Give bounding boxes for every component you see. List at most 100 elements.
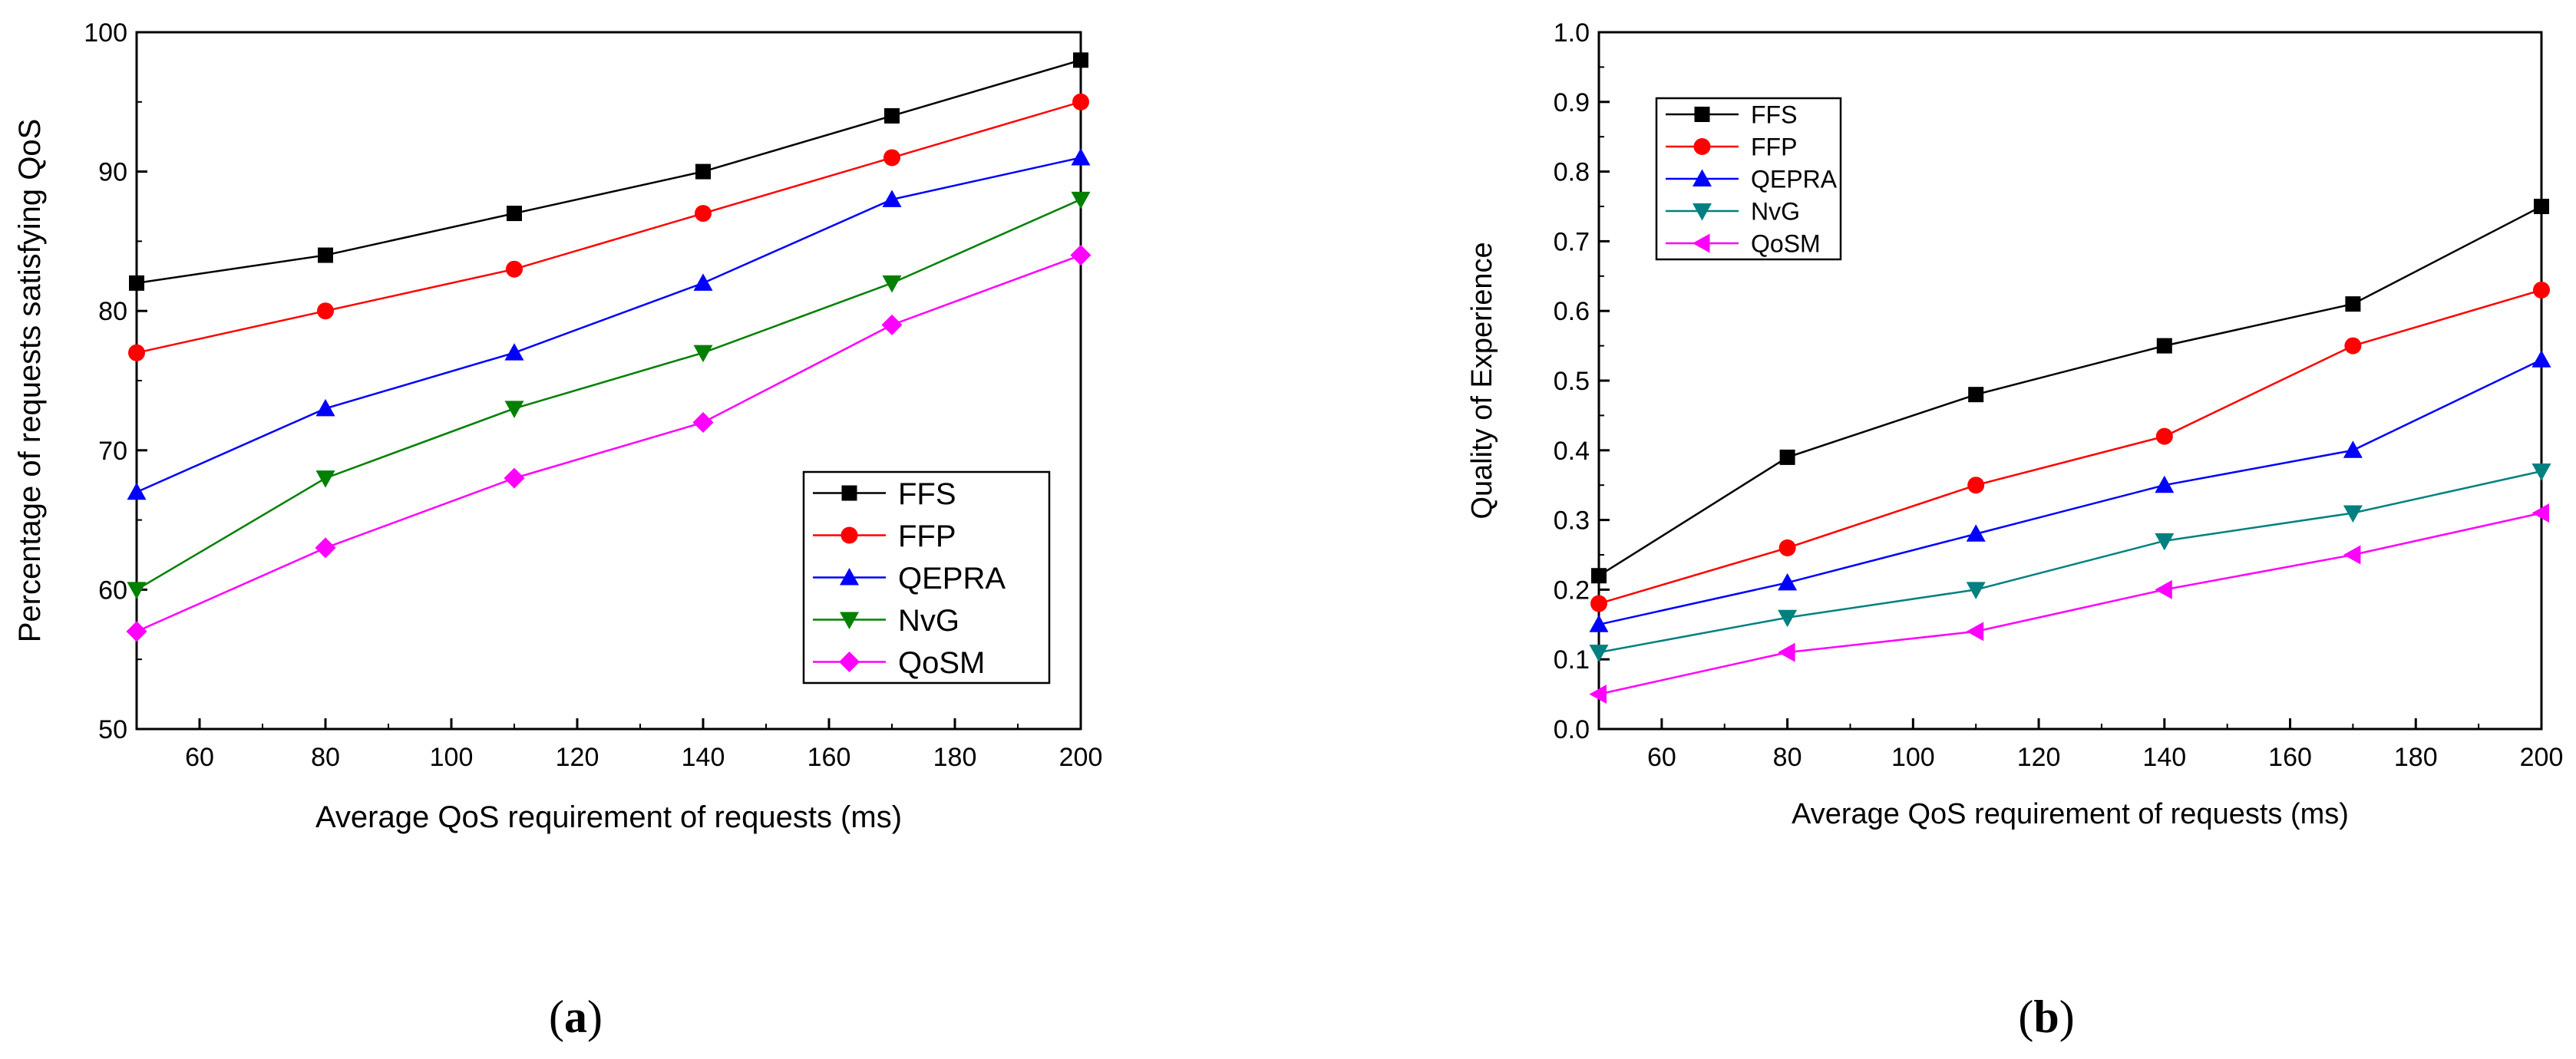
chart-a-series-qepra xyxy=(127,147,1091,500)
chart-b-data-point-qepra xyxy=(1966,524,1986,542)
chart-b-legend-label-qepra: QEPRA xyxy=(1751,166,1838,193)
chart-a-series-line-nvg xyxy=(136,198,1082,591)
chart-b-series-nvg xyxy=(1589,464,2551,662)
chart-a-data-point-ffs xyxy=(1073,52,1088,68)
chart-a-data-point-qepra xyxy=(315,398,335,417)
chart-a-legend-marker-nvg xyxy=(840,612,859,629)
chart-b-y-axis-label: Quality of Experience xyxy=(1466,242,1498,519)
chart-a-data-point-ffp xyxy=(506,260,523,278)
chart-b-y-axis: 0.0 0.1 0.2 0.3 0.4 0.5 0.6 0.7 0.8 0.9 1.0 xyxy=(1554,18,1610,744)
chart-a-series-ffs xyxy=(129,52,1088,291)
chart-a-series-line-ffs xyxy=(136,59,1082,285)
chart-a-legend-label-nvg: NvG xyxy=(898,604,959,638)
chart-a-x-tick-label: 160 xyxy=(807,743,851,772)
chart-b-series-line-qosm xyxy=(1598,512,2542,695)
chart-a-x-tick-label: 180 xyxy=(933,743,977,772)
chart-b-svg: 60 80 100 120 140 160 180 200 0.0 0.1 0.2 0.3 0.4 0.5… xyxy=(1466,18,2564,1042)
chart-b-y-tick-label: 0.6 xyxy=(1554,297,1590,326)
chart-b-legend: FFS FFP QEPRA NvG QoSM xyxy=(1655,97,1842,261)
chart-b-x-tick-label: 80 xyxy=(1773,743,1802,772)
chart-b-y-tick-label: 0.8 xyxy=(1554,158,1590,187)
chart-b-data-point-ffp xyxy=(2155,427,2173,445)
chart-b-series-qosm xyxy=(1589,503,2549,704)
chart-a-data-point-nvg xyxy=(315,470,335,488)
chart-a-legend-label-qepra: QEPRA xyxy=(898,562,1006,595)
chart-a-data-point-nvg xyxy=(504,401,524,418)
chart-b-y-tick-label: 0.2 xyxy=(1554,576,1590,605)
chart-a-data-point-qosm xyxy=(126,621,147,642)
chart-b-y-tick-label: 0.5 xyxy=(1554,367,1590,396)
chart-b-series-line-nvg xyxy=(1598,470,2542,654)
chart-b-series-line-ffp xyxy=(1598,289,2542,605)
chart-a-data-point-ffp xyxy=(1072,93,1089,111)
chart-b-data-point-ffs xyxy=(2156,338,2172,354)
chart-b-series-ffs xyxy=(1591,199,2549,584)
chart-a-data-point-qepra xyxy=(882,190,902,207)
chart-a-series-line-qepra xyxy=(136,157,1082,493)
chart-a-y-tick-label: 60 xyxy=(98,576,127,605)
chart-a-data-point-qepra xyxy=(1071,147,1091,166)
chart-a-data-point-nvg xyxy=(127,582,147,599)
chart-b-x-axis-label: Average QoS requirement of requests (ms) xyxy=(1792,798,2349,830)
chart-b-legend-label-ffp: FFP xyxy=(1751,134,1797,161)
chart-a-legend-marker-ffp xyxy=(841,526,858,544)
chart-a-legend-marker-qepra xyxy=(840,568,859,586)
chart-b-data-point-qepra xyxy=(1589,615,1609,632)
chart-b-data-point-qosm xyxy=(2531,503,2549,523)
chart-a-data-point-ffs xyxy=(129,275,144,291)
chart-a-y-tick-label: 50 xyxy=(98,715,127,744)
chart-b-data-point-qosm xyxy=(1589,685,1607,704)
chart-b-data-point-ffp xyxy=(2533,281,2550,299)
chart-a-data-point-ffs xyxy=(695,163,711,180)
chart-b-y-tick-label: 0.0 xyxy=(1554,715,1590,744)
chart-b-data-point-nvg xyxy=(2155,533,2175,551)
chart-a-series-qosm xyxy=(126,245,1091,642)
chart-a-data-point-qepra xyxy=(693,273,713,291)
chart-b-y-tick-label: 0.3 xyxy=(1554,506,1590,536)
chart-a-series-ffp xyxy=(128,93,1089,361)
chart-b-series-line-qepra xyxy=(1598,358,2542,626)
chart-b-x-tick-label: 180 xyxy=(2394,743,2438,772)
chart-b-legend-label-qosm: QoSM xyxy=(1751,230,1821,258)
chart-b-data-point-nvg xyxy=(1778,609,1798,628)
chart-b-x-axis: 60 80 100 120 140 160 180 200 xyxy=(1598,718,2564,772)
chart-b-legend-marker-qepra xyxy=(1693,169,1712,186)
chart-b-x-tick-label: 160 xyxy=(2268,743,2312,772)
chart-a-series-nvg xyxy=(127,191,1091,599)
chart-a-data-point-qosm xyxy=(504,467,525,489)
chart-b-y-tick-label: 0.9 xyxy=(1554,88,1590,117)
chart-a-y-axis-label: Percentage of requests satisfying QoS xyxy=(13,119,47,643)
chart-a-series-line-ffp xyxy=(136,101,1082,354)
chart-a-y-tick-label: 80 xyxy=(98,297,127,326)
chart-b-x-tick-label: 140 xyxy=(2142,743,2186,772)
chart-a-legend-label-qosm: QoSM xyxy=(898,646,985,680)
chart-a-svg: 60 80 100 120 140 160 180 200 50 60 70 80 90 100 Avera… xyxy=(13,18,1102,1042)
chart-a-data-point-qosm xyxy=(881,314,903,335)
chart-a-data-point-nvg xyxy=(882,275,902,293)
chart-a-data-point-qosm xyxy=(1070,245,1091,266)
chart-b-data-point-qosm xyxy=(2343,545,2361,565)
chart-b-data-point-qosm xyxy=(2155,579,2172,599)
chart-a-x-tick-label: 140 xyxy=(682,743,725,772)
chart-b-data-point-ffp xyxy=(1590,595,1607,612)
chart-a-legend-label-ffs: FFS xyxy=(898,477,956,511)
chart-b-legend-label-ffs: FFS xyxy=(1751,101,1797,129)
chart-b-legend-marker-ffs xyxy=(1694,107,1710,122)
chart-b-y-tick-label: 0.4 xyxy=(1554,437,1590,466)
chart-a-x-tick-label: 120 xyxy=(556,743,599,772)
chart-b-x-tick-label: 100 xyxy=(1891,743,1935,772)
chart-a-x-tick-label: 100 xyxy=(430,743,474,772)
chart-b-data-point-nvg xyxy=(1589,645,1609,662)
chart-b-x-tick-label: 200 xyxy=(2520,743,2564,772)
chart-panel-a: 60 80 100 120 140 160 180 200 50 60 70 80 90 100 Avera… xyxy=(0,0,1288,1055)
chart-a-data-point-qosm xyxy=(315,537,336,559)
chart-a-data-point-qepra xyxy=(127,482,147,500)
chart-a-data-point-qosm xyxy=(692,411,714,433)
chart-a-legend-marker-qosm xyxy=(839,652,860,672)
chart-a-y-tick-label: 100 xyxy=(84,18,127,48)
chart-b-x-tick-label: 120 xyxy=(2017,743,2061,772)
chart-a-data-point-ffs xyxy=(507,206,522,222)
chart-a-legend-label-ffp: FFP xyxy=(898,520,956,553)
chart-a-x-axis-label: Average QoS requirement of requests (ms) xyxy=(315,800,902,834)
chart-b-legend-marker-qosm xyxy=(1693,233,1710,253)
